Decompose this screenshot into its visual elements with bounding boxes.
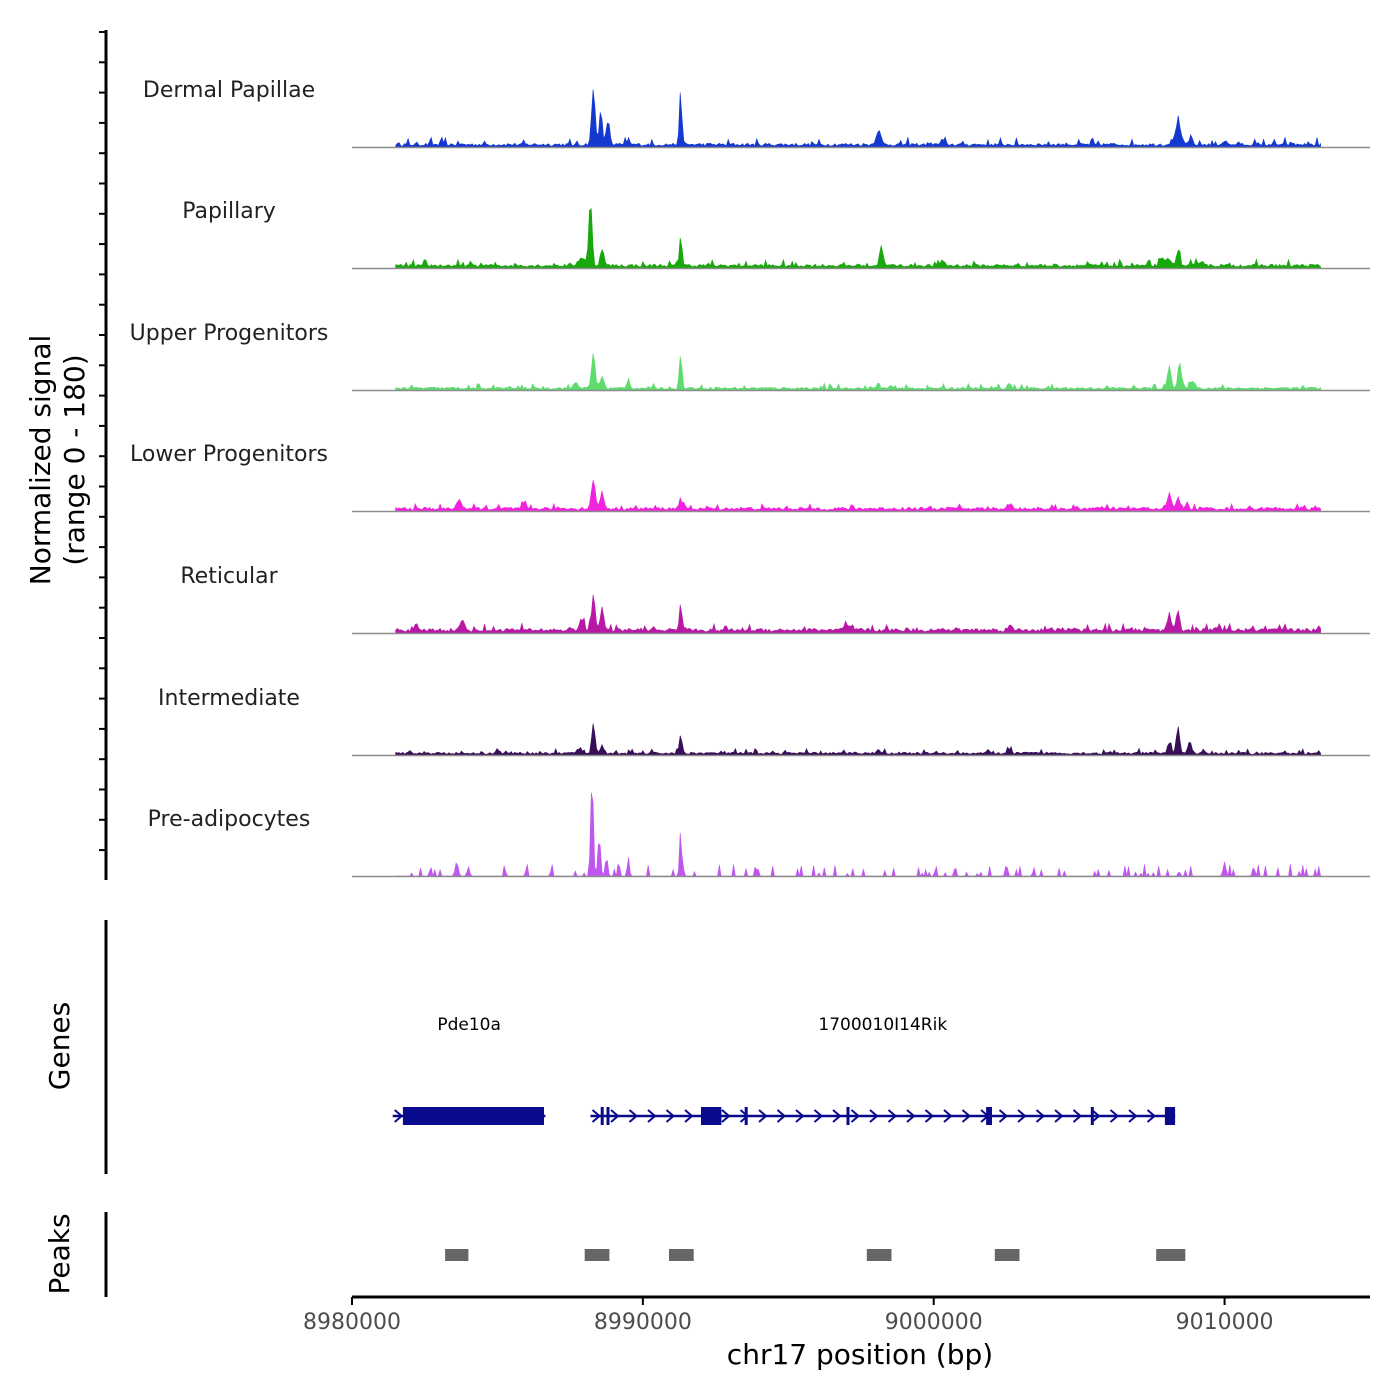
signal-area: [395, 208, 1321, 269]
x-tick-label: 8990000: [594, 1310, 692, 1335]
strand-arrow: [795, 1109, 805, 1123]
strand-arrow: [1054, 1109, 1064, 1123]
signal-tracks: Dermal Papillae Papillary Upper Progenitor…: [130, 78, 1370, 878]
gene-exon: [1090, 1107, 1094, 1125]
x-tick-label: 9010000: [1176, 1310, 1274, 1335]
track-6: Intermediate: [158, 686, 1370, 757]
strand-arrow: [1035, 1109, 1046, 1123]
strand-arrow: [394, 1109, 404, 1123]
peak-region: [584, 1249, 610, 1261]
gene-exon: [989, 1107, 992, 1125]
strand-arrow: [1146, 1109, 1157, 1123]
strand-arrow: [610, 1109, 620, 1123]
track-5: Reticular: [180, 564, 1370, 635]
strand-arrow: [1091, 1109, 1101, 1123]
strand-arrow: [665, 1109, 676, 1123]
signal-area: [395, 480, 1321, 512]
signal-area: [395, 89, 1321, 148]
strand-arrow: [628, 1109, 639, 1123]
strand-arrow: [1017, 1109, 1027, 1123]
gene-exon: [744, 1107, 748, 1125]
signal-area: [395, 353, 1321, 391]
x-axis-ticks: 8980000 8990000 9000000 9010000: [303, 1297, 1274, 1335]
peak-region: [1156, 1249, 1186, 1261]
peaks-panel: [445, 1249, 1186, 1261]
strand-arrow: [591, 1109, 602, 1123]
y-axis-title-line1: Normalized signal: [24, 335, 57, 586]
gene-1700010I14Rik: 1700010I14Rik: [590, 1015, 1176, 1125]
strand-arrow: [1128, 1109, 1138, 1123]
strand-arrow: [776, 1109, 787, 1123]
peak-region: [994, 1249, 1020, 1261]
peak-region: [445, 1249, 469, 1261]
y-axis-title-line2: (range 0 - 180): [58, 354, 91, 565]
gene-exon: [986, 1107, 990, 1125]
gene-exon: [606, 1107, 610, 1125]
signal-area: [395, 723, 1321, 756]
strand-arrow: [887, 1109, 898, 1123]
gene-exon: [701, 1107, 722, 1125]
track-label: Lower Progenitors: [130, 442, 328, 467]
strand-arrow: [832, 1109, 842, 1123]
strand-arrow: [906, 1109, 916, 1123]
track-label: Dermal Papillae: [143, 78, 315, 103]
x-tick-label: 9000000: [885, 1310, 983, 1335]
strand-arrow: [758, 1109, 768, 1123]
strand-arrow: [813, 1109, 824, 1123]
track-label: Pre-adipocytes: [148, 807, 311, 832]
track-3: Upper Progenitors: [130, 321, 1370, 392]
peak-region: [669, 1249, 694, 1261]
peaks-panel-label: Peaks: [43, 1213, 76, 1294]
strand-arrow: [943, 1109, 953, 1123]
x-axis-title: chr17 position (bp): [727, 1338, 993, 1371]
signal-area: [395, 792, 1321, 878]
track-7: Pre-adipocytes: [148, 792, 1370, 878]
gene-name-label: Pde10a: [437, 1015, 501, 1035]
strand-arrow: [850, 1109, 861, 1123]
strand-arrow: [924, 1109, 935, 1123]
peak-region: [866, 1249, 892, 1261]
signal-y-axis: [99, 30, 108, 880]
track-label: Upper Progenitors: [130, 321, 329, 346]
gene-exon: [846, 1107, 850, 1125]
genes-panel: Pde10a 1700010I14Rik: [392, 1015, 1176, 1125]
gene-exon: [1164, 1107, 1176, 1125]
signal-axis-ticks: [99, 31, 106, 852]
strand-arrow: [961, 1109, 972, 1123]
track-label: Intermediate: [158, 686, 300, 711]
strand-arrow: [1072, 1109, 1083, 1123]
track-label: Reticular: [180, 564, 278, 589]
gene-exon: [402, 1107, 544, 1125]
gene-Pde10a: Pde10a: [392, 1015, 546, 1125]
track-1: Dermal Papillae: [143, 78, 1370, 149]
track-2: Papillary: [182, 199, 1370, 270]
strand-arrow: [647, 1109, 657, 1123]
gene-exon: [600, 1107, 604, 1125]
gene-name-label: 1700010I14Rik: [818, 1015, 947, 1035]
strand-arrow: [1109, 1109, 1120, 1123]
x-tick-label: 8980000: [303, 1310, 401, 1335]
strand-arrow: [684, 1109, 694, 1123]
track-label: Papillary: [182, 199, 276, 224]
signal-area: [395, 594, 1321, 634]
strand-arrow: [721, 1109, 731, 1123]
strand-arrow: [998, 1109, 1009, 1123]
genes-panel-label: Genes: [43, 1002, 76, 1090]
track-4: Lower Progenitors: [130, 442, 1370, 513]
strand-arrow: [869, 1109, 879, 1123]
